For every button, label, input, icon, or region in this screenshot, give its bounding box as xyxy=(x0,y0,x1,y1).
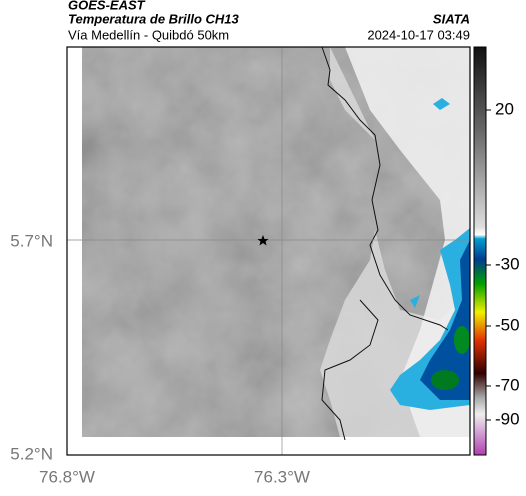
colorbar-label: -90 xyxy=(495,409,520,428)
lon-label: 76.8°W xyxy=(39,467,95,486)
colorbar-label: -70 xyxy=(495,375,520,394)
lat-label: 5.7°N xyxy=(10,231,53,250)
lat-label: 5.2°N xyxy=(10,444,53,463)
imagery xyxy=(82,47,470,437)
boundary xyxy=(321,46,449,441)
colorbar xyxy=(473,46,487,456)
colorbar-label: -50 xyxy=(495,315,520,334)
subtitle: Temperatura de Brillo CH13 xyxy=(68,11,240,26)
datetime: 2024-10-17 03:49 xyxy=(367,27,470,42)
location-star xyxy=(257,235,269,246)
source: SIATA xyxy=(433,11,470,26)
lon-label: 76.3°W xyxy=(254,467,310,486)
route: Vía Medellín - Quibdó 50km xyxy=(68,27,229,42)
title: GOES-EAST xyxy=(68,0,146,12)
map-frame xyxy=(66,46,471,456)
colorbar-label: -30 xyxy=(495,254,520,273)
colorbar-label: 20 xyxy=(495,99,514,118)
